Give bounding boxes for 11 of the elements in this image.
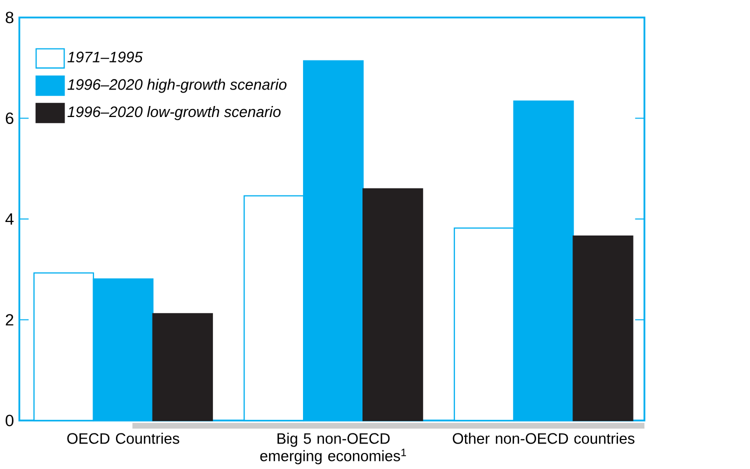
x-tick-label: OECD Countries [67, 432, 180, 444]
y-tick-label: 4 [5, 213, 14, 224]
x-tick-label: Other non-OECD countries [452, 432, 634, 444]
y-tick-label: 8 [6, 11, 14, 24]
y-tick-label: 0 [6, 414, 14, 426]
legend-label: 1996–2020 low-growth scenario [68, 106, 281, 120]
legend-label: 1996–2020 high-growth scenario [68, 78, 286, 93]
y-tick-label: 6 [6, 112, 14, 124]
x-tick-label: Big 5 non-OECD emerging economies$^{1}$ [260, 432, 406, 464]
legend-label: 1971–1995 [68, 51, 143, 62]
y-tick-label: 2 [6, 314, 14, 326]
